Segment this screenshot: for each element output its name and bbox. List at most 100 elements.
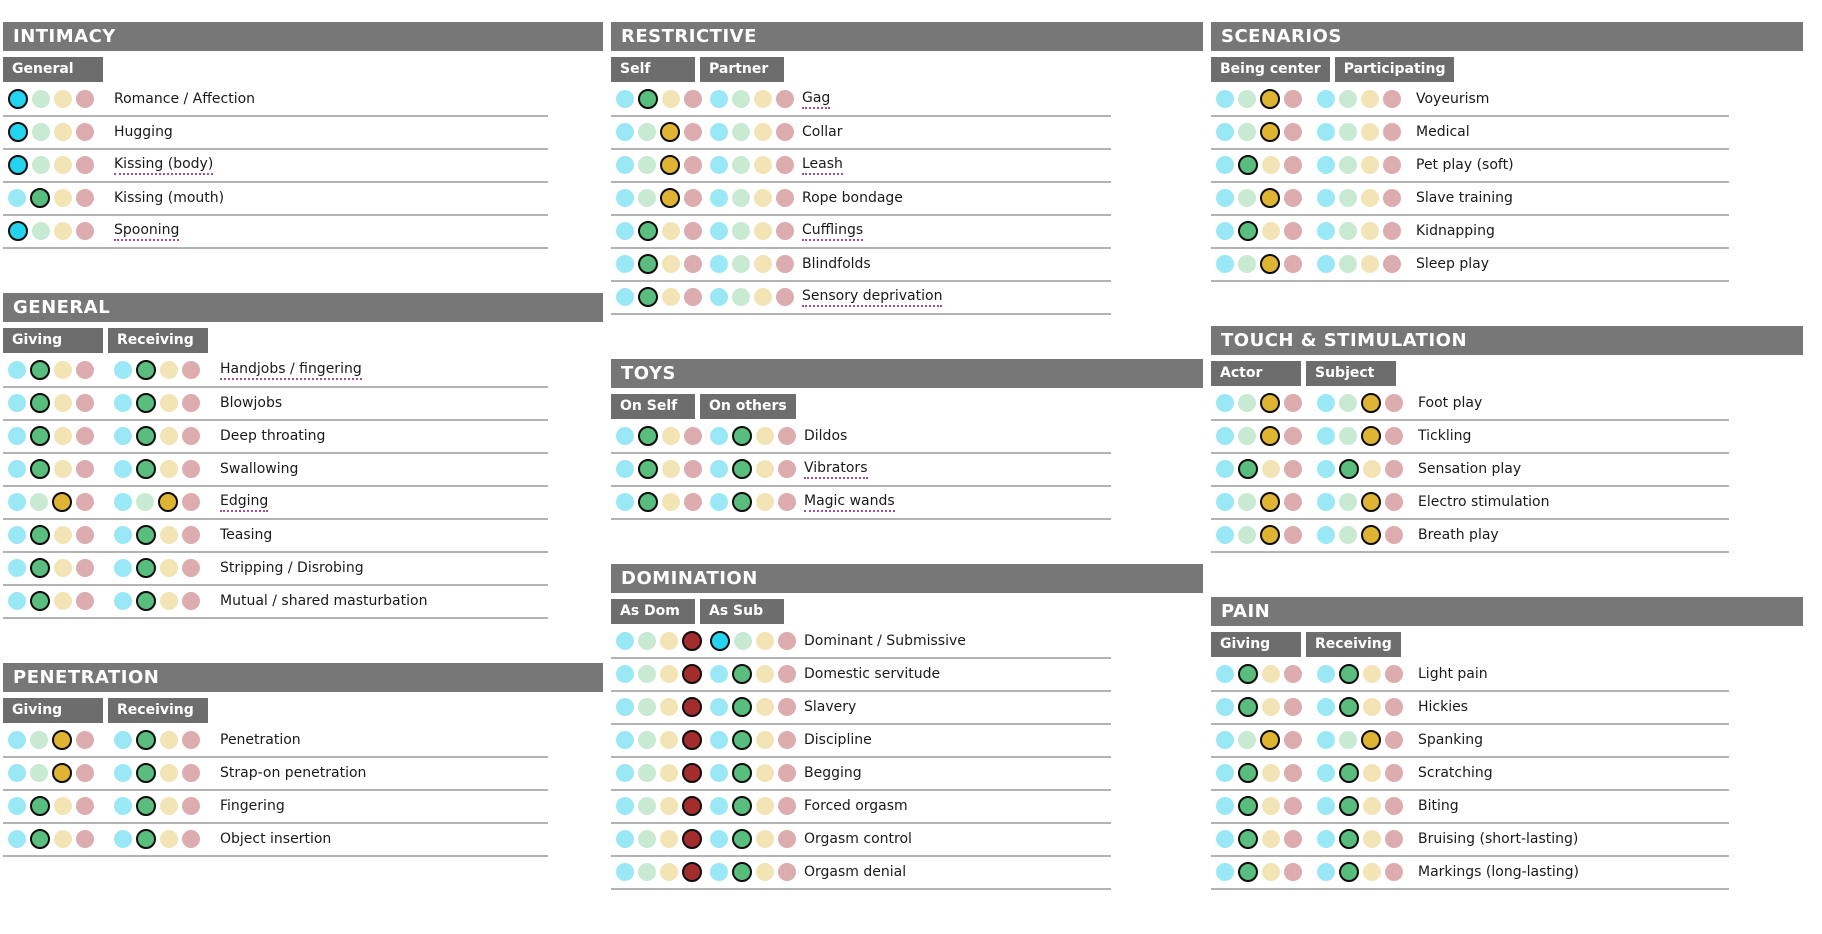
rating-limit-circle[interactable] [1383, 123, 1401, 141]
rating-fav-circle[interactable] [710, 830, 728, 848]
rating-like-circle[interactable] [1339, 427, 1357, 445]
rating-fav-circle[interactable] [616, 863, 634, 881]
rating-limit-circle[interactable] [778, 863, 796, 881]
rating-fav-circle[interactable] [616, 460, 634, 478]
rating-limit-circle[interactable] [1385, 665, 1403, 683]
rating-limit-circle[interactable] [778, 427, 796, 445]
rating-fav-circle[interactable] [8, 394, 26, 412]
rating-maybe-circle[interactable] [754, 90, 772, 108]
rating-limit-circle[interactable] [684, 460, 702, 478]
rating-limit-circle[interactable] [1383, 156, 1401, 174]
rating-like-circle-selected[interactable] [136, 360, 156, 380]
rating-limit-circle[interactable] [1284, 156, 1302, 174]
rating-like-circle[interactable] [1238, 189, 1256, 207]
rating-maybe-circle[interactable] [756, 830, 774, 848]
rating-limit-circle[interactable] [182, 526, 200, 544]
rating-like-circle[interactable] [732, 288, 750, 306]
rating-like-circle-selected[interactable] [136, 558, 156, 578]
rating-limit-circle[interactable] [182, 493, 200, 511]
rating-limit-circle[interactable] [1284, 255, 1302, 273]
rating-like-circle-selected[interactable] [1238, 664, 1258, 684]
rating-maybe-circle[interactable] [1262, 665, 1280, 683]
rating-like-circle-selected[interactable] [136, 763, 156, 783]
rating-limit-circle-selected[interactable] [682, 862, 702, 882]
rating-maybe-circle[interactable] [1363, 764, 1381, 782]
rating-limit-circle[interactable] [76, 493, 94, 511]
rating-fav-circle[interactable] [710, 156, 728, 174]
rating-fav-circle[interactable] [710, 698, 728, 716]
rating-like-circle-selected[interactable] [1339, 829, 1359, 849]
rating-maybe-circle[interactable] [662, 493, 680, 511]
rating-maybe-circle-selected[interactable] [1260, 393, 1280, 413]
rating-like-circle-selected[interactable] [30, 829, 50, 849]
rating-like-circle[interactable] [1238, 526, 1256, 544]
rating-like-circle-selected[interactable] [1339, 796, 1359, 816]
rating-limit-circle[interactable] [182, 394, 200, 412]
rating-fav-circle[interactable] [1317, 526, 1335, 544]
rating-like-circle[interactable] [1339, 526, 1357, 544]
rating-like-circle[interactable] [638, 797, 656, 815]
rating-maybe-circle[interactable] [662, 288, 680, 306]
rating-maybe-circle[interactable] [756, 698, 774, 716]
rating-like-circle[interactable] [638, 863, 656, 881]
rating-fav-circle[interactable] [8, 592, 26, 610]
rating-maybe-circle-selected[interactable] [1260, 426, 1280, 446]
rating-like-circle-selected[interactable] [136, 393, 156, 413]
rating-like-circle[interactable] [30, 764, 48, 782]
rating-fav-circle[interactable] [616, 632, 634, 650]
rating-fav-circle[interactable] [710, 493, 728, 511]
rating-fav-circle[interactable] [710, 222, 728, 240]
rating-like-circle[interactable] [638, 123, 656, 141]
item-label-leash[interactable]: Leash [802, 155, 843, 175]
rating-limit-circle[interactable] [1385, 427, 1403, 445]
rating-fav-circle[interactable] [114, 559, 132, 577]
rating-like-circle-selected[interactable] [1339, 763, 1359, 783]
rating-limit-circle[interactable] [778, 731, 796, 749]
rating-limit-circle[interactable] [76, 361, 94, 379]
rating-like-circle-selected[interactable] [638, 426, 658, 446]
rating-fav-circle[interactable] [1317, 493, 1335, 511]
rating-limit-circle[interactable] [76, 830, 94, 848]
rating-fav-circle[interactable] [616, 665, 634, 683]
rating-fav-circle[interactable] [616, 493, 634, 511]
rating-like-circle-selected[interactable] [136, 459, 156, 479]
rating-maybe-circle[interactable] [54, 361, 72, 379]
rating-maybe-circle[interactable] [756, 665, 774, 683]
rating-fav-circle[interactable] [710, 665, 728, 683]
rating-fav-circle-selected[interactable] [8, 122, 28, 142]
rating-fav-circle[interactable] [616, 255, 634, 273]
rating-fav-circle[interactable] [8, 830, 26, 848]
rating-limit-circle[interactable] [778, 665, 796, 683]
rating-like-circle[interactable] [1339, 222, 1357, 240]
rating-fav-circle-selected[interactable] [8, 221, 28, 241]
rating-limit-circle[interactable] [76, 764, 94, 782]
rating-fav-circle-selected[interactable] [8, 155, 28, 175]
rating-like-circle[interactable] [30, 731, 48, 749]
rating-like-circle[interactable] [136, 493, 154, 511]
rating-fav-circle[interactable] [114, 493, 132, 511]
rating-limit-circle[interactable] [684, 123, 702, 141]
rating-like-circle[interactable] [638, 698, 656, 716]
rating-like-circle-selected[interactable] [638, 254, 658, 274]
rating-like-circle-selected[interactable] [732, 862, 752, 882]
rating-limit-circle[interactable] [1383, 255, 1401, 273]
rating-like-circle-selected[interactable] [732, 796, 752, 816]
rating-maybe-circle[interactable] [54, 394, 72, 412]
rating-maybe-circle-selected[interactable] [1260, 525, 1280, 545]
rating-like-circle-selected[interactable] [30, 393, 50, 413]
rating-like-circle-selected[interactable] [136, 591, 156, 611]
rating-maybe-circle-selected[interactable] [1361, 426, 1381, 446]
rating-limit-circle[interactable] [684, 493, 702, 511]
rating-limit-circle[interactable] [1284, 863, 1302, 881]
rating-limit-circle[interactable] [1385, 493, 1403, 511]
rating-like-circle-selected[interactable] [638, 89, 658, 109]
rating-maybe-circle[interactable] [160, 460, 178, 478]
rating-fav-circle[interactable] [8, 493, 26, 511]
rating-fav-circle[interactable] [616, 288, 634, 306]
rating-fav-circle[interactable] [616, 156, 634, 174]
item-label-sensory-deprivation[interactable]: Sensory deprivation [802, 287, 943, 307]
rating-limit-circle[interactable] [1383, 90, 1401, 108]
rating-limit-circle[interactable] [1284, 830, 1302, 848]
rating-like-circle[interactable] [1238, 493, 1256, 511]
rating-like-circle-selected[interactable] [732, 492, 752, 512]
